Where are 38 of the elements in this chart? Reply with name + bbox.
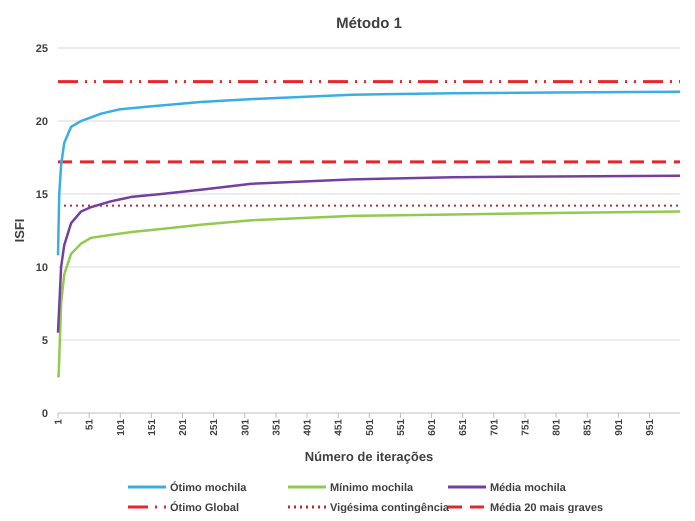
line-series <box>56 90 682 257</box>
y-tick-label: 10 <box>36 262 48 274</box>
legend-label: Média mochila <box>490 482 567 494</box>
y-tick-label: 0 <box>42 408 48 420</box>
y-tick-label: 15 <box>36 188 48 201</box>
y-tick-label: 25 <box>36 42 48 55</box>
x-tick-label: 451 <box>334 418 345 436</box>
y-tick-label: 5 <box>42 334 48 347</box>
x-tick-label: 351 <box>271 418 282 436</box>
legend-label: Média 20 mais graves <box>490 502 604 514</box>
x-tick-label: 651 <box>458 418 470 436</box>
x-tick-label: 151 <box>146 418 158 436</box>
x-tick-label: 51 <box>84 418 96 430</box>
line-series <box>56 210 682 378</box>
x-tick-label: 901 <box>614 418 625 436</box>
legend-label: Mínimo mochila <box>330 482 414 494</box>
x-axis-title: Número de iterações <box>304 449 434 464</box>
x-tick-label: 101 <box>116 418 127 436</box>
x-tick-label: 801 <box>552 418 563 436</box>
x-tick-label: 401 <box>302 418 314 436</box>
legend-label: Ótimo Global <box>170 500 240 514</box>
line-series <box>56 174 682 334</box>
x-tick-label: 1 <box>54 418 64 425</box>
x-tick-label: 751 <box>520 418 532 436</box>
x-tick-label: 551 <box>396 418 407 436</box>
x-tick-label: 201 <box>178 418 190 436</box>
x-tick-label: 601 <box>427 418 438 436</box>
x-tick-label: 301 <box>240 418 252 436</box>
x-tick-label: 501 <box>364 418 376 436</box>
x-tick-label: 951 <box>644 418 656 436</box>
x-tick-label: 251 <box>209 418 220 436</box>
y-axis-title: ISFI <box>12 218 27 242</box>
legend-label: Vigésima contingência <box>330 502 450 514</box>
y-tick-label: 20 <box>36 116 48 128</box>
x-tick-label: 701 <box>489 418 500 436</box>
chart-title: Método 1 <box>336 15 402 32</box>
legend-label: Ótimo mochila <box>170 480 248 494</box>
x-tick-label: 851 <box>582 418 594 436</box>
